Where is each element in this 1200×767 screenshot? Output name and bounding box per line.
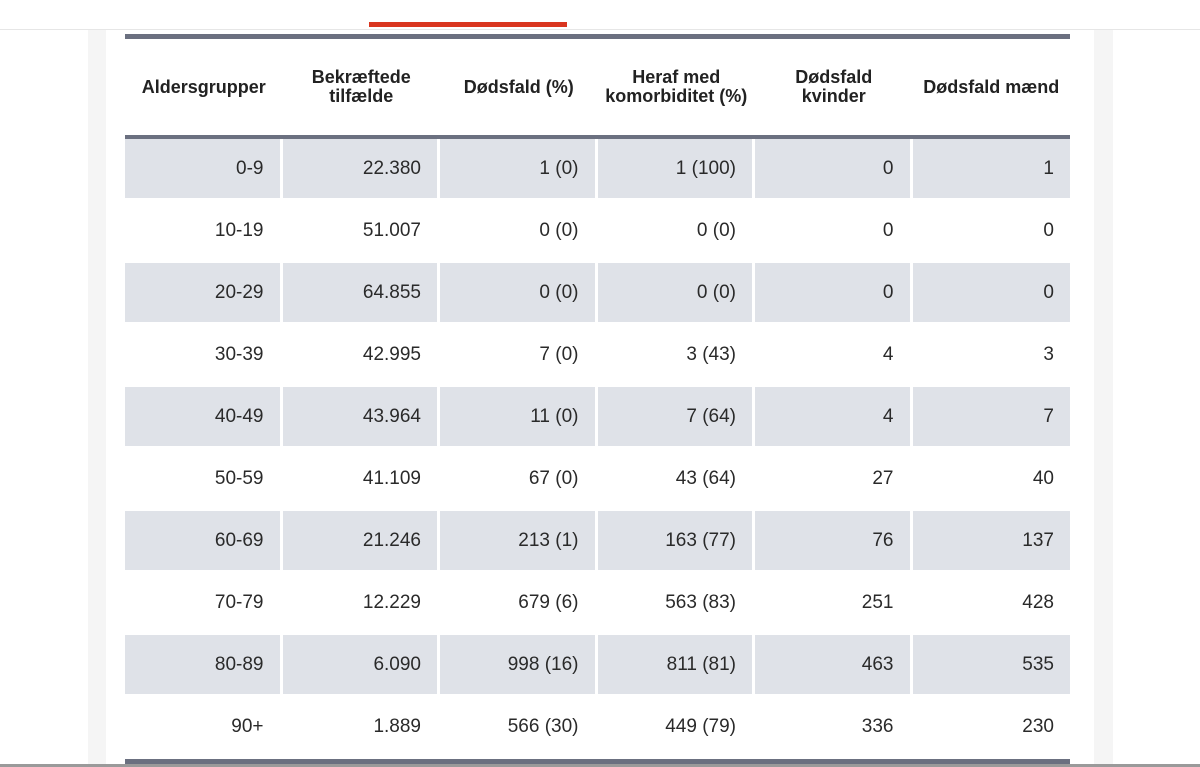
cell-comorbidity: 1 (100) [597, 139, 755, 201]
active-tab-indicator [369, 22, 567, 27]
cell-deaths-men: 1 [912, 139, 1070, 201]
cell-deaths-men: 428 [912, 573, 1070, 635]
mortality-table-container: Aldersgrupper Bekræftede tilfælde Dødsfa… [125, 34, 1070, 764]
cell-comorbidity: 563 (83) [597, 573, 755, 635]
cell-deaths-men: 40 [912, 449, 1070, 511]
cell-confirmed-cases: 6.090 [282, 635, 440, 697]
cell-comorbidity: 3 (43) [597, 325, 755, 387]
cell-deaths: 679 (6) [440, 573, 598, 635]
cell-comorbidity: 7 (64) [597, 387, 755, 449]
table-header: Aldersgrupper Bekræftede tilfælde Dødsfa… [125, 39, 1070, 139]
cell-deaths-women: 463 [755, 635, 913, 697]
cell-age-group: 40-49 [125, 387, 283, 449]
cell-deaths-men: 0 [912, 201, 1070, 263]
cell-confirmed-cases: 64.855 [282, 263, 440, 325]
table-row: 0-9 22.380 1 (0) 1 (100) 0 1 [125, 139, 1070, 201]
table-row: 20-29 64.855 0 (0) 0 (0) 0 0 [125, 263, 1070, 325]
cell-deaths: 0 (0) [440, 201, 598, 263]
cell-deaths-men: 230 [912, 697, 1070, 759]
top-divider [0, 29, 1200, 30]
cell-comorbidity: 0 (0) [597, 201, 755, 263]
cell-deaths-women: 27 [755, 449, 913, 511]
cell-comorbidity: 43 (64) [597, 449, 755, 511]
cell-deaths-women: 4 [755, 325, 913, 387]
header-deaths-women: Dødsfald kvinder [755, 39, 913, 139]
header-age-groups: Aldersgrupper [125, 39, 283, 139]
cell-deaths: 998 (16) [440, 635, 598, 697]
cell-deaths-women: 336 [755, 697, 913, 759]
header-comorbidity: Heraf med komorbiditet (%) [597, 39, 755, 139]
cell-age-group: 90+ [125, 697, 283, 759]
cell-age-group: 60-69 [125, 511, 283, 573]
cell-deaths-men: 137 [912, 511, 1070, 573]
cell-comorbidity: 449 (79) [597, 697, 755, 759]
table-row: 40-49 43.964 11 (0) 7 (64) 4 7 [125, 387, 1070, 449]
bottom-divider [0, 764, 1200, 767]
cell-deaths-women: 0 [755, 139, 913, 201]
table-row: 50-59 41.109 67 (0) 43 (64) 27 40 [125, 449, 1070, 511]
table-row: 80-89 6.090 998 (16) 811 (81) 463 535 [125, 635, 1070, 697]
cell-deaths: 11 (0) [440, 387, 598, 449]
cell-confirmed-cases: 1.889 [282, 697, 440, 759]
cell-age-group: 0-9 [125, 139, 283, 201]
cell-deaths-women: 0 [755, 201, 913, 263]
cell-deaths-women: 251 [755, 573, 913, 635]
cell-comorbidity: 163 (77) [597, 511, 755, 573]
cell-confirmed-cases: 41.109 [282, 449, 440, 511]
header-row: Aldersgrupper Bekræftede tilfælde Dødsfa… [125, 39, 1070, 139]
cell-age-group: 20-29 [125, 263, 283, 325]
cell-age-group: 30-39 [125, 325, 283, 387]
cell-deaths: 67 (0) [440, 449, 598, 511]
cell-age-group: 10-19 [125, 201, 283, 263]
cell-deaths-women: 0 [755, 263, 913, 325]
cell-comorbidity: 811 (81) [597, 635, 755, 697]
cell-deaths-women: 76 [755, 511, 913, 573]
table-body: 0-9 22.380 1 (0) 1 (100) 0 1 10-19 51.00… [125, 139, 1070, 759]
cell-deaths-men: 0 [912, 263, 1070, 325]
cell-confirmed-cases: 22.380 [282, 139, 440, 201]
mortality-table: Aldersgrupper Bekræftede tilfælde Dødsfa… [125, 34, 1070, 764]
cell-deaths: 213 (1) [440, 511, 598, 573]
header-confirmed-cases: Bekræftede tilfælde [282, 39, 440, 139]
cell-confirmed-cases: 42.995 [282, 325, 440, 387]
cell-age-group: 50-59 [125, 449, 283, 511]
cell-confirmed-cases: 51.007 [282, 201, 440, 263]
cell-deaths-women: 4 [755, 387, 913, 449]
header-deaths-men: Dødsfald mænd [912, 39, 1070, 139]
cell-comorbidity: 0 (0) [597, 263, 755, 325]
cell-deaths-men: 535 [912, 635, 1070, 697]
table-row: 70-79 12.229 679 (6) 563 (83) 251 428 [125, 573, 1070, 635]
cell-confirmed-cases: 21.246 [282, 511, 440, 573]
cell-confirmed-cases: 12.229 [282, 573, 440, 635]
table-row: 90+ 1.889 566 (30) 449 (79) 336 230 [125, 697, 1070, 759]
cell-age-group: 80-89 [125, 635, 283, 697]
cell-deaths: 1 (0) [440, 139, 598, 201]
cell-confirmed-cases: 43.964 [282, 387, 440, 449]
cell-deaths-men: 7 [912, 387, 1070, 449]
header-deaths: Dødsfald (%) [440, 39, 598, 139]
cell-deaths: 7 (0) [440, 325, 598, 387]
cell-age-group: 70-79 [125, 573, 283, 635]
cell-deaths: 0 (0) [440, 263, 598, 325]
table-row: 60-69 21.246 213 (1) 163 (77) 76 137 [125, 511, 1070, 573]
cell-deaths: 566 (30) [440, 697, 598, 759]
table-row: 30-39 42.995 7 (0) 3 (43) 4 3 [125, 325, 1070, 387]
table-row: 10-19 51.007 0 (0) 0 (0) 0 0 [125, 201, 1070, 263]
cell-deaths-men: 3 [912, 325, 1070, 387]
